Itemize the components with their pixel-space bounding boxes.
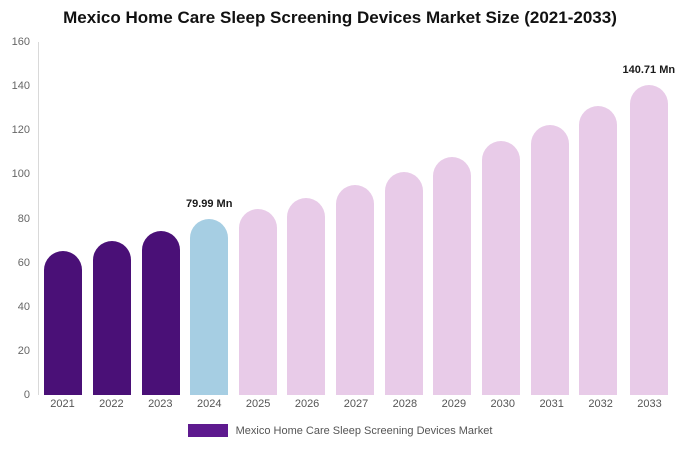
bar-2032[interactable] bbox=[579, 105, 618, 395]
x-axis: 2021 2022 2023 2024 2025 2026 2027 2028 2029 2030… bbox=[38, 398, 674, 410]
bar-column-2027 bbox=[331, 42, 380, 395]
y-tick-label: 20 bbox=[17, 344, 30, 357]
x-tick-label-2030: 2030 bbox=[490, 398, 515, 410]
x-tick-label-2025: 2025 bbox=[245, 398, 271, 410]
y-tick-label: 40 bbox=[17, 300, 30, 313]
legend: Mexico Home Care Sleep Screening Devices… bbox=[0, 424, 680, 437]
plot-area: 79.99 Mn 140.71 Mn bbox=[38, 42, 675, 395]
y-tick-label: 140 bbox=[11, 80, 30, 93]
bar-column-2022 bbox=[88, 42, 137, 395]
x-tick-label-2021: 2021 bbox=[50, 398, 75, 410]
bar-2033[interactable] bbox=[629, 84, 668, 395]
bar-2026[interactable] bbox=[287, 197, 326, 395]
x-tick-label-2026: 2026 bbox=[294, 398, 320, 410]
bar-column-2030 bbox=[477, 42, 526, 395]
x-tick-label-2023: 2023 bbox=[148, 398, 173, 410]
y-tick-label: 0 bbox=[23, 389, 30, 401]
bar-annotation-2024: 79.99 Mn bbox=[185, 197, 233, 210]
bar-2022[interactable] bbox=[92, 240, 131, 395]
bar-2024[interactable] bbox=[190, 218, 229, 395]
x-tick-label-2029: 2029 bbox=[441, 398, 467, 410]
chart-title: Mexico Home Care Sleep Screening Devices… bbox=[63, 8, 617, 27]
bar-column-2033: 140.71 Mn bbox=[622, 42, 676, 395]
bar-column-2025 bbox=[234, 42, 283, 395]
bar-column-2026 bbox=[282, 42, 331, 395]
x-tick-label-2031: 2031 bbox=[539, 398, 564, 410]
bar-column-2021 bbox=[39, 42, 88, 395]
bar-annotation-2033: 140.71 Mn bbox=[622, 63, 676, 76]
y-tick-label: 100 bbox=[11, 168, 30, 181]
x-tick-label-2022: 2022 bbox=[99, 398, 124, 410]
legend-swatch bbox=[187, 424, 228, 437]
bar-column-2032 bbox=[574, 42, 623, 395]
bar-column-2024: 79.99 Mn bbox=[185, 42, 234, 395]
bar-2025[interactable] bbox=[238, 208, 277, 395]
bar-column-2023 bbox=[136, 42, 185, 395]
y-tick-label: 160 bbox=[11, 36, 30, 48]
bar-2027[interactable] bbox=[336, 185, 375, 395]
bar-2021[interactable] bbox=[44, 250, 83, 395]
legend-label: Mexico Home Care Sleep Screening Devices… bbox=[235, 424, 493, 437]
bar-2031[interactable] bbox=[530, 124, 569, 395]
x-tick-label-2024: 2024 bbox=[196, 398, 222, 410]
y-tick-label: 120 bbox=[11, 124, 30, 137]
bar-column-2031 bbox=[525, 42, 574, 395]
bar-2023[interactable] bbox=[141, 230, 180, 395]
y-tick-label: 60 bbox=[17, 256, 30, 269]
bar-2028[interactable] bbox=[384, 172, 423, 395]
bar-column-2028 bbox=[379, 42, 428, 395]
x-tick-label-2027: 2027 bbox=[343, 398, 369, 410]
bar-2029[interactable] bbox=[433, 156, 472, 395]
y-tick-label: 80 bbox=[17, 212, 30, 225]
x-tick-label-2028: 2028 bbox=[392, 398, 418, 410]
bar-2030[interactable] bbox=[481, 141, 520, 395]
x-tick-label-2033: 2033 bbox=[637, 398, 662, 410]
x-tick-label-2032: 2032 bbox=[588, 398, 613, 410]
bar-column-2029 bbox=[428, 42, 477, 395]
